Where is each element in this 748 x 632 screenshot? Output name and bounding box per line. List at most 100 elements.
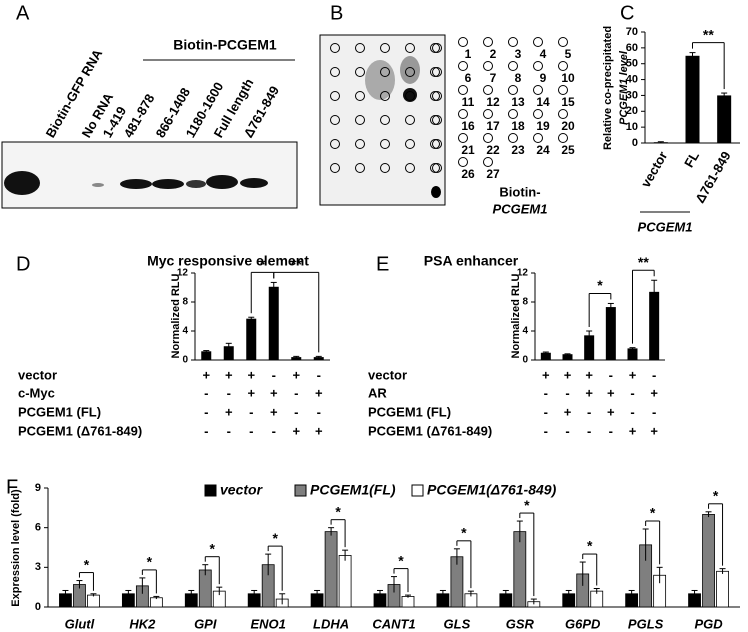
- row-sign: +: [629, 367, 637, 382]
- blot-circle: [355, 139, 365, 149]
- row-sign: +: [225, 404, 233, 419]
- bar: [562, 354, 573, 360]
- row-sign: -: [272, 367, 276, 382]
- blot-circle: [405, 139, 415, 149]
- legend-label: vector: [220, 482, 264, 498]
- key-circle: [458, 109, 468, 119]
- row-sign: -: [565, 423, 569, 438]
- spot-number: 22: [486, 143, 500, 157]
- spot-number: 9: [540, 71, 547, 85]
- y-tick-label: 8: [522, 297, 528, 308]
- spot-number: 23: [511, 143, 525, 157]
- row-sign: +: [650, 385, 658, 400]
- sig-label: *: [587, 538, 593, 554]
- spot-number: 18: [511, 119, 525, 133]
- sig-label: *: [84, 556, 90, 572]
- row-sign: +: [585, 367, 593, 382]
- row-sign: -: [227, 385, 231, 400]
- legend-label: PCGEM1(FL): [310, 482, 396, 498]
- bar: [149, 597, 163, 608]
- key-circle: [458, 61, 468, 71]
- row-sign: -: [544, 423, 548, 438]
- spot-number: 2: [490, 47, 497, 61]
- group-label: PCGEM1: [638, 219, 693, 234]
- row-sign: +: [292, 423, 300, 438]
- sig-label: *: [461, 525, 467, 541]
- row-sign: +: [247, 367, 255, 382]
- bar: [685, 55, 700, 143]
- row-sign: -: [544, 385, 548, 400]
- spot-number: 20: [561, 119, 575, 133]
- key-circle: [533, 85, 543, 95]
- row-label: c-Myc: [18, 385, 55, 400]
- bar: [201, 351, 212, 360]
- y-tick-label: 40: [626, 73, 638, 85]
- spot-number: 24: [536, 143, 550, 157]
- blot-circle: [405, 67, 415, 77]
- row-label: vector: [368, 367, 407, 382]
- bar: [324, 531, 338, 608]
- blot-circle: [405, 91, 415, 101]
- bar: [268, 286, 279, 360]
- spot-number: 10: [561, 71, 575, 85]
- spot-number: 13: [511, 95, 525, 109]
- key-circle: [533, 61, 543, 71]
- panel-letter: B: [330, 2, 343, 24]
- sig-label: *: [398, 552, 404, 568]
- x-tick-label: HK2: [129, 616, 156, 631]
- row-sign: -: [294, 404, 298, 419]
- sig-label: *: [335, 503, 341, 519]
- blot-a: [1, 141, 298, 209]
- x-tick-label: CANT1: [372, 616, 415, 631]
- row-sign: -: [609, 423, 613, 438]
- panel-letter: E: [376, 253, 389, 275]
- blot-circle: [355, 67, 365, 77]
- sig-label: **: [703, 26, 714, 42]
- spot-number: 3: [515, 47, 522, 61]
- row-sign: -: [249, 423, 253, 438]
- sig-label: *: [260, 256, 266, 272]
- chart-title: Myc responsive element: [147, 253, 309, 269]
- y-tick-label: 0: [182, 355, 188, 366]
- spot-label: PCGEM1: [493, 201, 548, 216]
- bar: [338, 555, 352, 608]
- spot-number: 7: [490, 71, 497, 85]
- bar: [717, 95, 732, 143]
- x-tick-label: ENO1: [250, 616, 285, 631]
- blot-circle: [380, 67, 390, 77]
- chart-title: PSA enhancer: [424, 253, 519, 269]
- row-sign: +: [564, 404, 572, 419]
- row-sign: -: [544, 404, 548, 419]
- y-tick-label: 0: [632, 137, 638, 149]
- y-tick-label: 4: [182, 326, 188, 337]
- row-label: PCGEM1 (Δ761-849): [368, 423, 492, 438]
- y-axis-label: Expression level (fold): [10, 489, 22, 607]
- row-sign: -: [587, 404, 591, 419]
- row-sign: -: [272, 423, 276, 438]
- y-axis-label: Normalized RLU: [170, 273, 182, 358]
- row-sign: -: [565, 385, 569, 400]
- spot-number: 19: [536, 119, 550, 133]
- y-tick-label: 12: [517, 268, 529, 279]
- blot-header: Biotin-PCGEM1: [173, 37, 277, 53]
- key-circle: [533, 133, 543, 143]
- key-circle: [508, 61, 518, 71]
- y-axis-label: Normalized RLU: [510, 273, 522, 358]
- row-sign: -: [204, 423, 208, 438]
- row-sign: -: [652, 367, 656, 382]
- x-tick-label: Glutl: [65, 616, 95, 631]
- legend-swatch: [204, 484, 217, 497]
- blot-circle: [355, 43, 365, 53]
- key-circle: [558, 85, 568, 95]
- row-sign: -: [249, 404, 253, 419]
- row-sign: -: [204, 385, 208, 400]
- row-label: AR: [368, 385, 387, 400]
- panel-letter: F: [6, 476, 18, 498]
- y-tick-label: 4: [522, 326, 528, 337]
- key-circle: [458, 133, 468, 143]
- blot-circle: [405, 115, 415, 125]
- row-sign: -: [227, 423, 231, 438]
- x-tick-label: PGLS: [628, 616, 664, 631]
- key-circle: [483, 37, 493, 47]
